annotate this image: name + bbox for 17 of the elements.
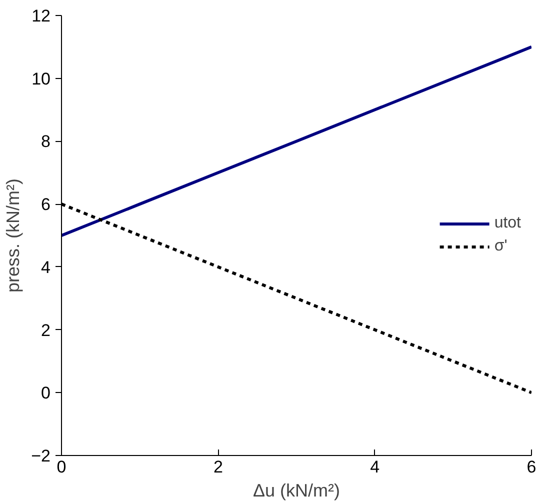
x-axis-title: Δu (kN/m²) xyxy=(252,480,340,500)
x-tick-label: 4 xyxy=(370,458,380,476)
y-axis-title: press. (kN/m²) xyxy=(3,178,24,292)
line-series xyxy=(62,45,532,237)
y-tick-label: 10 xyxy=(32,69,51,88)
y-tick-label: 4 xyxy=(41,258,51,277)
y-tick-label: −2 xyxy=(31,446,51,466)
y-tick-label: 2 xyxy=(41,320,51,340)
y-tick-label: 0 xyxy=(41,384,51,403)
y-tick-label: 6 xyxy=(41,195,51,214)
y-tick-label: 8 xyxy=(41,132,51,152)
x-tick-label: 6 xyxy=(526,458,536,476)
legend-label: utot xyxy=(494,214,521,232)
y-tick-label: 12 xyxy=(32,6,51,26)
x-tick-label: 0 xyxy=(56,458,66,476)
legend-label: σ' xyxy=(494,238,508,256)
x-tick-label: 2 xyxy=(213,458,223,476)
